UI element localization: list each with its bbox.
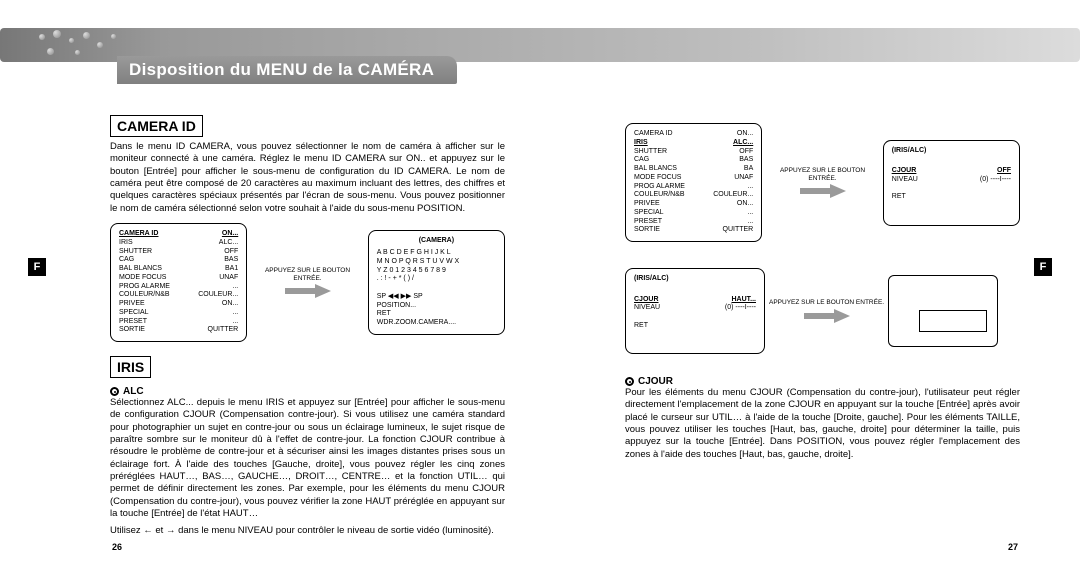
osd-main-menu-right: CAMERA IDON...IRISALC...SHUTTEROFFCAGBAS… — [625, 123, 762, 242]
bullet-icon — [625, 377, 634, 386]
osd-camera-submenu: (CAMERA)A B C D E F G H I J K LM N O P Q… — [368, 230, 505, 335]
cjour-subheading: CJOUR — [625, 376, 1020, 387]
osd-main-menu-left: CAMERA IDON...IRISALC...SHUTTEROFFCAGBAS… — [110, 223, 247, 342]
arrow-assembly: APPUYEZ SUR LE BOUTON ENTRÉE. — [766, 167, 879, 197]
camera-id-osd-row: CAMERA IDON...IRISALC...SHUTTEROFFCAGBAS… — [110, 223, 505, 342]
iris-osd-row-1: CAMERA IDON...IRISALC...SHUTTEROFFCAGBAS… — [625, 123, 1020, 242]
camera-id-paragraph: Dans le menu ID CAMERA, vous pouvez séle… — [110, 141, 505, 215]
alc-subheading: ALC — [110, 386, 505, 397]
iris-osd-row-2: (IRIS/ALC)CJOURHAUT...NIVEAU(0) ----I---… — [625, 268, 1020, 354]
osd-iris-alc-off: (IRIS/ALC)CJOUROFFNIVEAU(0) ----I---- RE… — [883, 140, 1020, 226]
arrow-right-icon — [285, 284, 331, 298]
alc-note: Utilisez ← et → dans le menu NIVEAU pour… — [110, 525, 505, 537]
bullet-icon — [110, 387, 119, 396]
page-title: Disposition du MENU de la CAMÉRA — [117, 56, 457, 84]
arrow-right-icon — [800, 184, 846, 198]
side-tag-right: F — [1034, 258, 1052, 276]
iris-heading: IRIS — [110, 356, 151, 378]
osd-zone-preview — [888, 275, 998, 347]
right-column: CAMERA IDON...IRISALC...SHUTTEROFFCAGBAS… — [625, 115, 1020, 552]
left-column: CAMERA ID Dans le menu ID CAMERA, vous p… — [110, 115, 505, 552]
content: CAMERA ID Dans le menu ID CAMERA, vous p… — [110, 115, 1020, 552]
arrow-text: APPUYEZ SUR LE BOUTON ENTRÉE. — [769, 299, 884, 306]
page-number-right: 27 — [1008, 542, 1018, 552]
arrow-text: APPUYEZ SUR LE BOUTON ENTRÉE. — [251, 267, 364, 281]
cjour-paragraph: Pour les éléments du menu CJOUR (Compens… — [625, 387, 1020, 461]
page-spread: Disposition du MENU de la CAMÉRA F F CAM… — [0, 0, 1080, 582]
alc-label: ALC — [123, 386, 144, 397]
osd-iris-alc-haut: (IRIS/ALC)CJOURHAUT...NIVEAU(0) ----I---… — [625, 268, 765, 354]
arrow-text: APPUYEZ SUR LE BOUTON ENTRÉE. — [766, 167, 879, 181]
side-tag-left: F — [28, 258, 46, 276]
alc-paragraph: Sélectionnez ALC... depuis le menu IRIS … — [110, 397, 505, 520]
arrow-assembly: APPUYEZ SUR LE BOUTON ENTRÉE. — [251, 267, 364, 297]
arrow-assembly: APPUYEZ SUR LE BOUTON ENTRÉE. — [769, 299, 884, 322]
camera-id-heading: CAMERA ID — [110, 115, 203, 137]
page-number-left: 26 — [112, 542, 122, 552]
arrow-right-icon — [804, 309, 850, 323]
zone-rect — [919, 310, 987, 332]
cjour-label: CJOUR — [638, 376, 673, 387]
